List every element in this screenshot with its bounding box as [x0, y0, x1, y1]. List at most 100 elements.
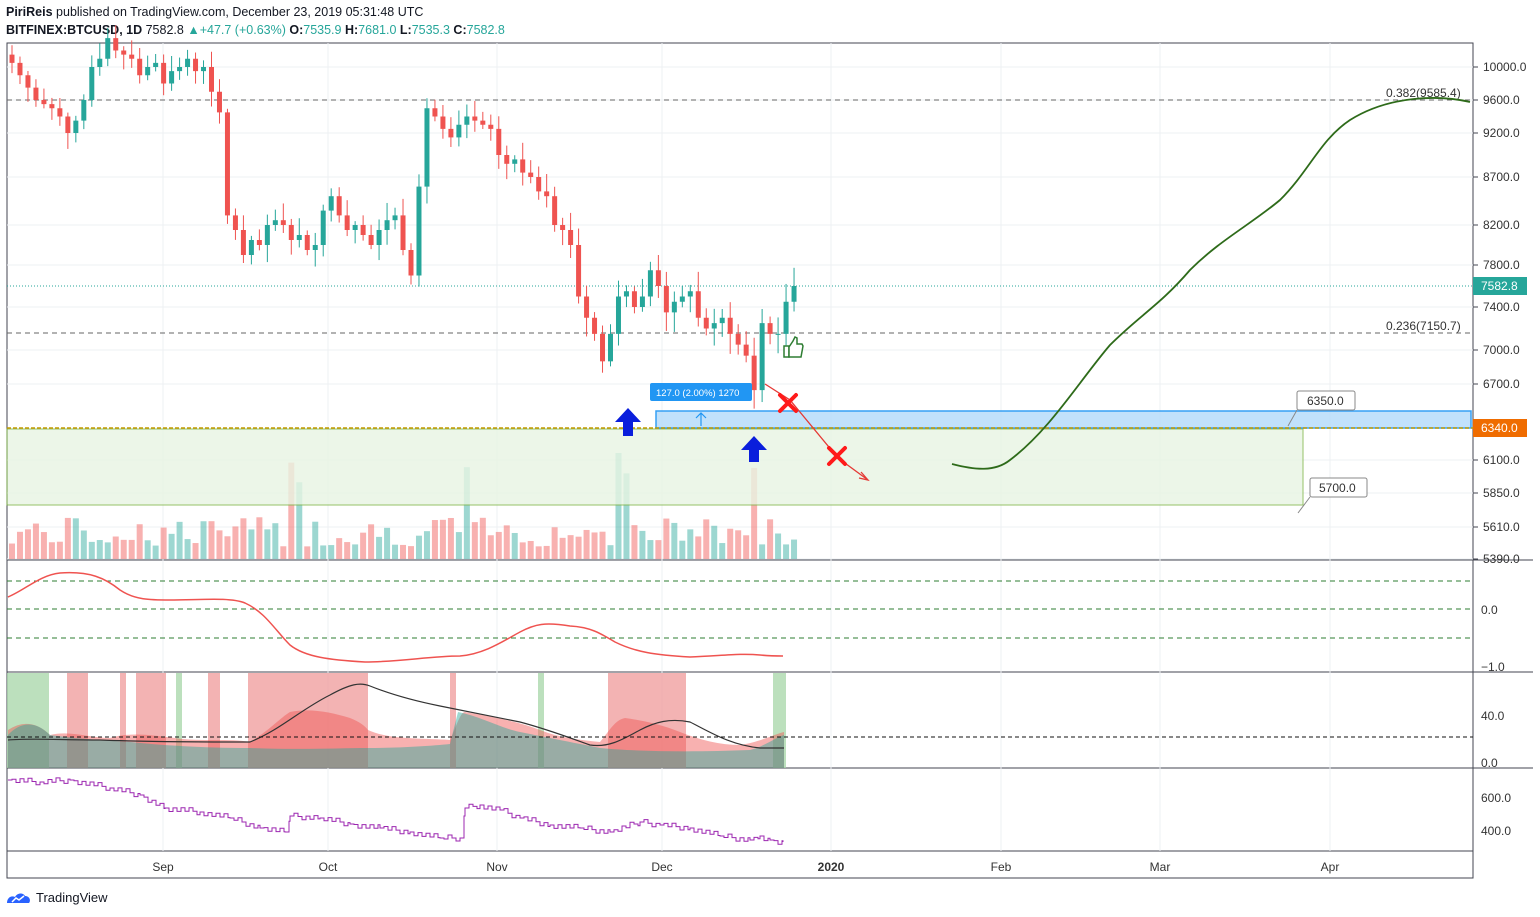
- volume-bar: [455, 532, 462, 559]
- candle-body: [129, 54, 135, 59]
- candle-body: [376, 230, 382, 245]
- candle-body: [472, 116, 478, 121]
- candle-body: [400, 215, 406, 250]
- candle-body: [113, 38, 119, 51]
- dmi-background-bands: [7, 673, 786, 768]
- dmi-band: [450, 673, 456, 768]
- volume-bar: [168, 533, 175, 559]
- candle-body: [9, 54, 15, 63]
- dmi-band: [120, 673, 126, 768]
- volume-bar: [128, 539, 135, 559]
- candle-body: [280, 220, 286, 225]
- volume-bar: [535, 546, 542, 559]
- dmi-minus-area[interactable]: [8, 710, 784, 768]
- volume-bar: [743, 535, 750, 559]
- price-tick-label: 8200.0: [1483, 218, 1520, 232]
- volume-bar: [439, 519, 446, 559]
- volume-bar: [144, 540, 151, 559]
- time-axis[interactable]: Sep Oct Nov Dec 2020 Feb Mar Apr: [152, 860, 1339, 874]
- tradingview-logo-icon: [7, 892, 30, 903]
- candle-body: [584, 296, 590, 318]
- volume-bar: [352, 544, 359, 559]
- candle-body: [137, 58, 143, 76]
- candle-body: [639, 296, 645, 307]
- candle-body: [360, 225, 366, 235]
- brand-label: TradingView: [36, 890, 108, 905]
- resistance-zone[interactable]: [655, 410, 1472, 429]
- volume-bar: [551, 527, 558, 559]
- zone-label-pointer: [1287, 409, 1298, 427]
- candle-body: [536, 177, 542, 192]
- candle-body: [81, 100, 87, 121]
- candle-body: [161, 62, 167, 84]
- volume-bar: [511, 532, 518, 559]
- price-tick-label: 5850.0: [1483, 486, 1520, 500]
- price-tick-label: 6700.0: [1483, 377, 1520, 391]
- price-axis[interactable]: 10000.0 9600.0 9200.0 8700.0 8200.0 7800.0 740…: [1473, 60, 1527, 566]
- candle-body: [767, 323, 773, 334]
- buy-arrow-icon[interactable]: [741, 436, 767, 462]
- projection-curve[interactable]: [951, 97, 1471, 470]
- volume-bar: [312, 521, 319, 559]
- candle-body: [480, 120, 486, 125]
- volume-bar: [184, 539, 191, 559]
- volume-bar: [775, 533, 782, 559]
- volume-bar: [288, 462, 295, 559]
- volume-bar: [48, 542, 55, 559]
- support-zone[interactable]: [6, 428, 1304, 506]
- cross-icon[interactable]: [827, 446, 847, 466]
- dmi-band: [208, 673, 220, 768]
- adx-line[interactable]: [7, 683, 785, 749]
- candle-body: [775, 333, 781, 335]
- zone-label-box[interactable]: [1309, 477, 1368, 498]
- volume-osc-line[interactable]: [8, 777, 784, 845]
- candle-body: [392, 215, 398, 221]
- thumbs-up-icon[interactable]: [783, 335, 804, 358]
- time-tick-label: Oct: [319, 860, 338, 874]
- symbol-header: BITFINEX:BTCUSD, 1D 7582.8 ▲+47.7 (+0.63…: [6, 23, 505, 37]
- footer-brand[interactable]: TradingView: [6, 890, 108, 905]
- candle-body: [41, 100, 47, 105]
- candle-body: [735, 333, 741, 345]
- candle-body: [448, 128, 454, 138]
- support-price-tag: [1473, 419, 1527, 437]
- candle-body: [65, 116, 71, 133]
- candle-body: [520, 159, 526, 173]
- candle-body: [687, 291, 693, 297]
- candle-body: [232, 215, 238, 230]
- zone-label-box[interactable]: [1296, 390, 1356, 411]
- candle-body: [272, 220, 278, 225]
- bearish-path[interactable]: [764, 383, 869, 481]
- volume-bar: [392, 544, 399, 559]
- candle-body: [544, 191, 550, 197]
- candle-body: [623, 291, 629, 297]
- volume-bar: [679, 540, 686, 559]
- candle-body: [328, 196, 334, 211]
- volume-bar: [471, 522, 478, 559]
- volume-bar: [32, 523, 39, 559]
- volume-bar: [575, 536, 582, 559]
- buy-arrow-icon[interactable]: [615, 408, 641, 436]
- volume-bar: [136, 524, 143, 559]
- candle-body: [288, 225, 294, 240]
- candle-body: [647, 270, 653, 297]
- author-name[interactable]: PiriReis: [6, 5, 53, 19]
- volume-bar: [783, 544, 790, 559]
- candle-body: [49, 104, 55, 109]
- candle-body: [440, 116, 446, 129]
- volume-bar: [176, 521, 183, 559]
- volume-bar: [224, 536, 231, 559]
- last-price: 7582.8: [145, 23, 184, 37]
- candle-body: [185, 58, 191, 67]
- volume-bar: [767, 519, 774, 559]
- dmi-plus-area[interactable]: [8, 712, 784, 768]
- candle-body: [304, 235, 310, 250]
- volume-bar: [527, 540, 534, 559]
- candle-body: [264, 225, 270, 245]
- cross-icon[interactable]: [778, 393, 798, 413]
- oscillator-line[interactable]: [7, 571, 784, 663]
- time-tick-label: Dec: [651, 860, 672, 874]
- support-price-tag-label: 6340.0: [1481, 421, 1518, 435]
- candle-body: [552, 196, 558, 225]
